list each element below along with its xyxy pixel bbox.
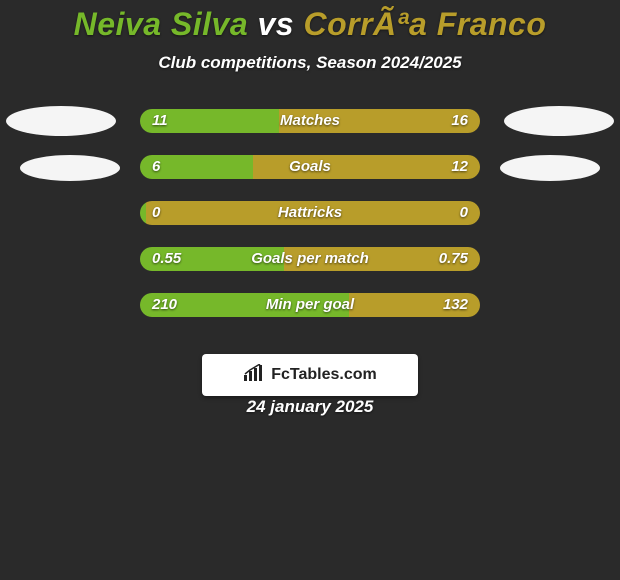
source-badge[interactable]: FcTables.com <box>202 354 418 396</box>
stat-bar: 0.550.75Goals per match <box>140 247 480 271</box>
bar-left <box>140 293 349 317</box>
subtitle: Club competitions, Season 2024/2025 <box>0 53 620 73</box>
badge-text: FcTables.com <box>271 366 377 384</box>
player2-name: CorrÃªa Franco <box>303 6 546 42</box>
stats-container: 1116Matches 612Goals 00Hattricks 0.550.75Go… <box>0 101 620 331</box>
date-label: 24 january 2025 <box>0 397 620 417</box>
stat-bar: 612Goals <box>140 155 480 179</box>
player1-avatar <box>20 155 120 181</box>
stat-bar: 210132Min per goal <box>140 293 480 317</box>
player2-avatar <box>500 155 600 181</box>
bar-right <box>253 155 480 179</box>
page-title: Neiva Silva vs CorrÃªa Franco <box>0 0 620 43</box>
bar-left <box>140 109 279 133</box>
stat-row: 1116Matches <box>0 101 620 147</box>
player1-name: Neiva Silva <box>74 6 249 42</box>
player2-avatar <box>504 106 614 136</box>
stat-bar: 00Hattricks <box>140 201 480 225</box>
bar-right <box>279 109 480 133</box>
bar-right <box>146 201 480 225</box>
stat-row: 0.550.75Goals per match <box>0 239 620 285</box>
chart-icon <box>243 364 265 387</box>
stat-row: 612Goals <box>0 147 620 193</box>
bar-left <box>140 155 253 179</box>
stat-row: 210132Min per goal <box>0 285 620 331</box>
comparison-widget: Neiva Silva vs CorrÃªa Franco Club compe… <box>0 0 620 580</box>
vs-text: vs <box>248 6 303 42</box>
stat-row: 00Hattricks <box>0 193 620 239</box>
stat-bar: 1116Matches <box>140 109 480 133</box>
bar-right <box>284 247 480 271</box>
bar-left <box>140 247 284 271</box>
player1-avatar <box>6 106 116 136</box>
bar-right <box>349 293 480 317</box>
